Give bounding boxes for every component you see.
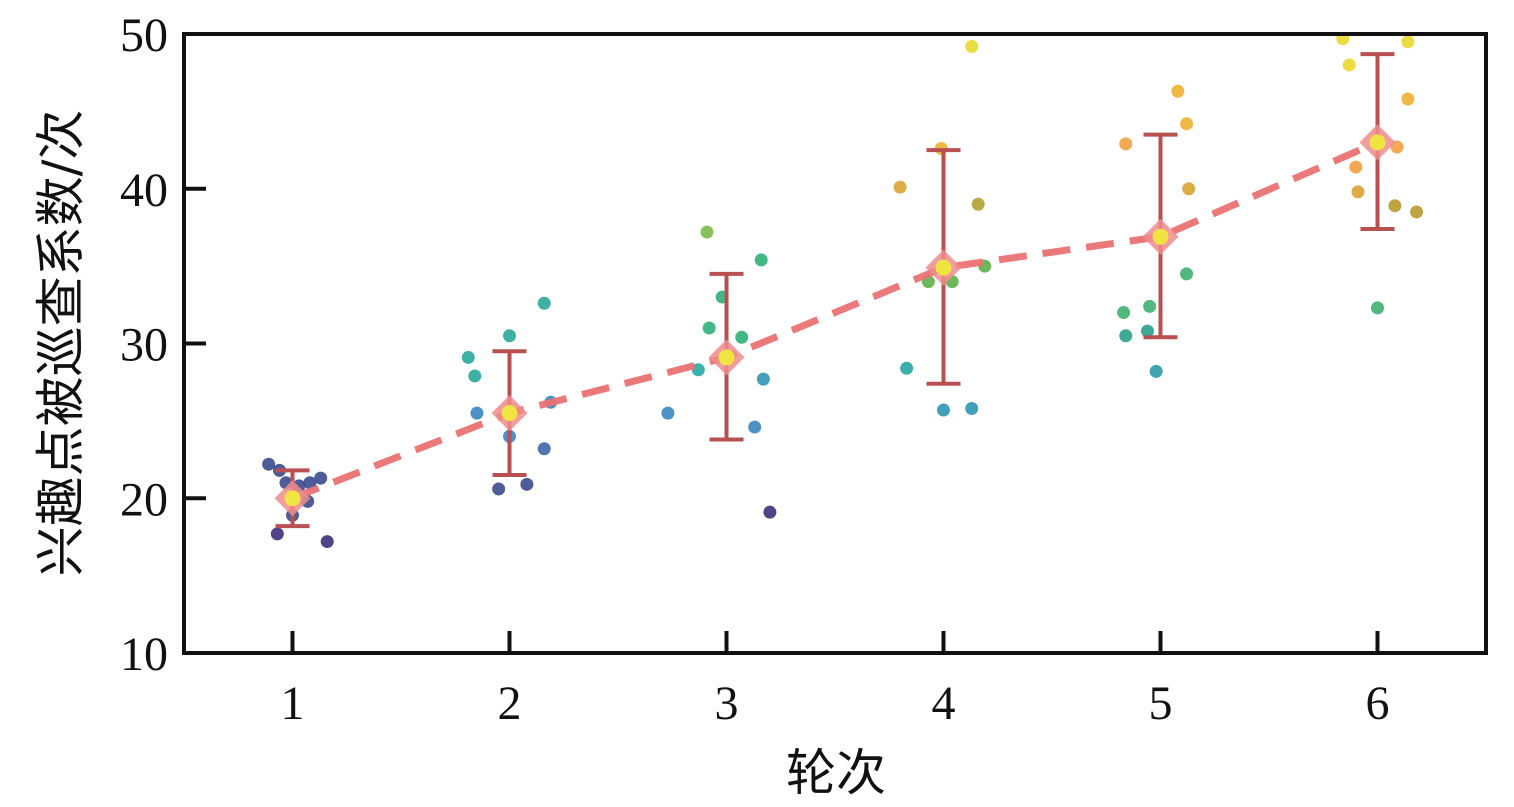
- scatter-point: [1143, 299, 1157, 313]
- plot-frame: [182, 32, 1488, 655]
- scatter-point: [1388, 199, 1402, 213]
- scatter-point: [1180, 267, 1194, 281]
- x-tick-label: 2: [498, 677, 522, 730]
- scatter-point: [691, 363, 705, 377]
- scatter-point: [314, 471, 328, 485]
- mean-point: [718, 349, 735, 366]
- scatter-point: [754, 253, 768, 267]
- scatter-point: [900, 361, 914, 375]
- scatter-point: [756, 372, 770, 386]
- scatter-point: [303, 476, 317, 490]
- scatter-point: [537, 296, 551, 310]
- scatter-point: [1410, 205, 1424, 219]
- scatter-point: [1342, 58, 1356, 72]
- scatter-point: [748, 420, 762, 434]
- scatter-point: [1171, 84, 1185, 98]
- scatter-point: [1401, 92, 1415, 106]
- trend-line: [291, 139, 1379, 502]
- scatter-point: [1182, 182, 1196, 196]
- scatter-point: [1401, 35, 1415, 49]
- x-tick-label: 1: [281, 677, 305, 730]
- mean-point: [1152, 228, 1169, 245]
- scatter-point: [893, 180, 907, 194]
- scatter-point: [1349, 160, 1363, 174]
- plot-area: [182, 32, 1488, 655]
- scatter-point: [937, 403, 950, 417]
- scatter-point: [971, 197, 985, 211]
- scatter-point: [661, 406, 675, 420]
- scatter-point: [270, 527, 284, 541]
- scatter-point: [461, 350, 475, 364]
- scatter-point: [1149, 364, 1163, 378]
- y-axis: 10 20 30 40 50: [120, 9, 206, 681]
- y-tick-label: 20: [120, 473, 168, 526]
- scatter-point: [1351, 185, 1365, 199]
- scatter-point: [320, 535, 334, 549]
- x-axis-label: 轮次: [786, 744, 886, 802]
- scatter-point: [735, 330, 749, 344]
- scatter-point: [1371, 301, 1384, 315]
- scatter-point: [702, 321, 716, 335]
- x-axis: 1 2 3 4 5 6: [281, 631, 1390, 730]
- scatter-point: [965, 401, 979, 415]
- mean-point: [935, 259, 952, 276]
- y-axis-label: 兴趣点被巡查系数/次: [32, 110, 90, 577]
- x-tick-label: 3: [715, 677, 739, 730]
- x-tick-label: 5: [1149, 677, 1173, 730]
- mean-point: [1369, 134, 1386, 151]
- scatter-point: [503, 329, 516, 343]
- scatter-point: [1119, 137, 1133, 151]
- y-tick-label: 30: [120, 319, 168, 372]
- y-tick-label: 10: [120, 628, 168, 681]
- scatter-point: [1119, 329, 1133, 343]
- scatter-point: [1140, 324, 1154, 338]
- scatter-point: [1117, 306, 1131, 320]
- mean-point: [284, 490, 301, 507]
- x-tick-label: 4: [932, 677, 956, 730]
- scatter-point: [763, 505, 777, 519]
- scatter-point: [965, 39, 979, 53]
- scatter-point: [262, 457, 276, 471]
- x-tick-label: 6: [1366, 677, 1390, 730]
- mean-point: [501, 405, 518, 422]
- scatter-point: [1180, 117, 1194, 131]
- y-tick-label: 50: [120, 9, 168, 62]
- scatter-point: [537, 442, 551, 456]
- scatter-point: [470, 406, 484, 420]
- y-tick-label: 40: [120, 164, 168, 217]
- scatter-point: [700, 225, 714, 239]
- scatter-point: [520, 477, 534, 491]
- scatter-point: [492, 482, 506, 496]
- scatter-point: [468, 369, 482, 383]
